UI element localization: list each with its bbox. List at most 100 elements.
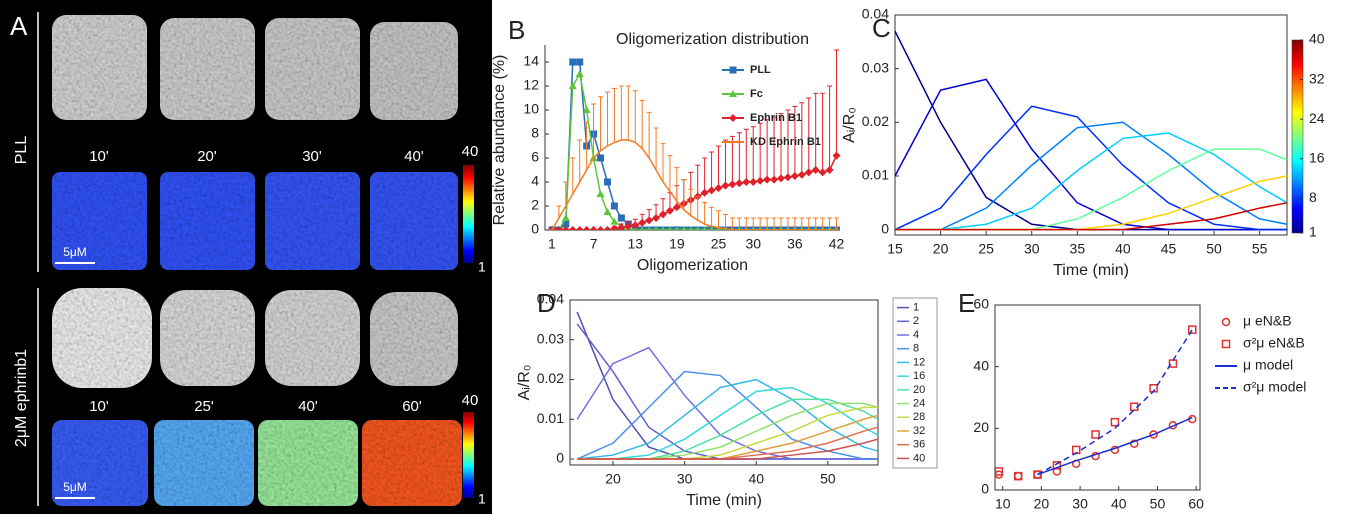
panel-letter: E (958, 288, 975, 318)
colorbar-label: 1 (478, 259, 486, 275)
x-axis-label: Oligomerization (637, 257, 748, 274)
y-axis-label: Aᵢ/R₀ (516, 365, 533, 401)
colorbar-label: 24 (1309, 110, 1325, 126)
gray-image (160, 18, 255, 120)
marker (1091, 430, 1100, 439)
color-image (265, 172, 360, 270)
marker (547, 226, 556, 230)
marker (610, 202, 618, 210)
marker (1129, 439, 1139, 448)
group-label: PLL (13, 136, 30, 165)
marker (554, 226, 563, 230)
colorbar (463, 165, 474, 263)
legend-marker (729, 114, 737, 122)
error-bar (771, 217, 777, 230)
marker (561, 226, 570, 230)
gray-image (52, 288, 152, 388)
colorbar-label: 16 (1309, 149, 1325, 165)
x-tick-label: 19 (669, 236, 685, 252)
y-tick-label: 0.04 (862, 6, 889, 22)
time-label: 10' (89, 148, 109, 165)
error-bar (716, 210, 722, 228)
plot-area (895, 30, 1288, 231)
error-bar (625, 85, 631, 140)
marker (589, 226, 598, 230)
scale-bar-label: 5μM (63, 480, 87, 494)
error-bar (785, 109, 791, 178)
y-tick-label: 60 (973, 296, 989, 312)
y-tick-label: 6 (531, 149, 539, 165)
scale-bar-label: 5μM (63, 245, 87, 259)
error-bar (799, 102, 805, 175)
error-bar (750, 126, 756, 182)
marker (818, 168, 827, 177)
x-tick-label: 50 (1150, 496, 1166, 512)
marker (562, 220, 570, 228)
series-line (895, 132, 1288, 231)
error-bar (618, 85, 624, 140)
marker (688, 226, 694, 230)
series-line (576, 346, 878, 460)
error-bar (674, 167, 680, 202)
error-bar (563, 181, 569, 206)
marker (596, 190, 605, 197)
y-tick-label: 0.03 (537, 330, 564, 346)
marker (638, 218, 647, 227)
plot-area (576, 311, 879, 460)
marker (639, 226, 645, 230)
legend-label: 16 (913, 370, 925, 382)
y-tick-label: 20 (973, 419, 989, 435)
marker (603, 178, 611, 186)
legend-marker (729, 90, 737, 97)
marker (596, 226, 605, 230)
error-bar (750, 217, 756, 230)
color-image (52, 420, 148, 506)
error-bar (820, 92, 826, 173)
time-label: 40' (404, 148, 424, 165)
error-bar (813, 217, 819, 230)
marker (811, 166, 820, 174)
error-bar (695, 164, 701, 197)
marker (1033, 470, 1042, 479)
error-bar (688, 188, 694, 216)
error-bar (729, 217, 735, 230)
colorbar-label: 32 (1309, 70, 1325, 86)
x-tick-label: 45 (1161, 241, 1177, 257)
marker (603, 226, 612, 230)
series-line (895, 202, 1288, 231)
marker (700, 188, 709, 197)
y-axis-label: Aᵢ/R₀ (841, 107, 858, 143)
marker (681, 226, 687, 230)
error-bar (598, 96, 604, 151)
marker (631, 221, 640, 230)
x-tick-label: 35 (1070, 241, 1086, 257)
marker (597, 154, 605, 162)
error-bar (716, 145, 722, 188)
marker (569, 58, 577, 66)
y-tick-label: 0 (881, 220, 889, 236)
marker (1110, 417, 1120, 427)
marker (582, 226, 591, 230)
marker (645, 216, 654, 225)
gray-image (265, 18, 360, 120)
series-line (577, 378, 879, 460)
gray-image (370, 292, 458, 386)
legend-label: 20 (913, 384, 925, 396)
y-tick-label: 4 (531, 173, 539, 189)
marker (721, 181, 730, 190)
series-line (895, 121, 1288, 231)
gray-image (370, 22, 458, 120)
series-line (1037, 416, 1193, 476)
legend-label: 24 (913, 397, 925, 409)
error-bar (646, 111, 652, 158)
series-line (576, 370, 878, 460)
marker (576, 58, 584, 66)
legend-label: σ²μ model (1243, 379, 1306, 395)
marker (582, 106, 591, 113)
marker (749, 178, 758, 186)
y-tick-label: 12 (523, 77, 539, 93)
x-tick-label: 42 (829, 236, 845, 252)
colorbar-label: 40 (462, 392, 479, 409)
x-tick-label: 20 (605, 471, 621, 487)
error-bar (660, 143, 666, 182)
